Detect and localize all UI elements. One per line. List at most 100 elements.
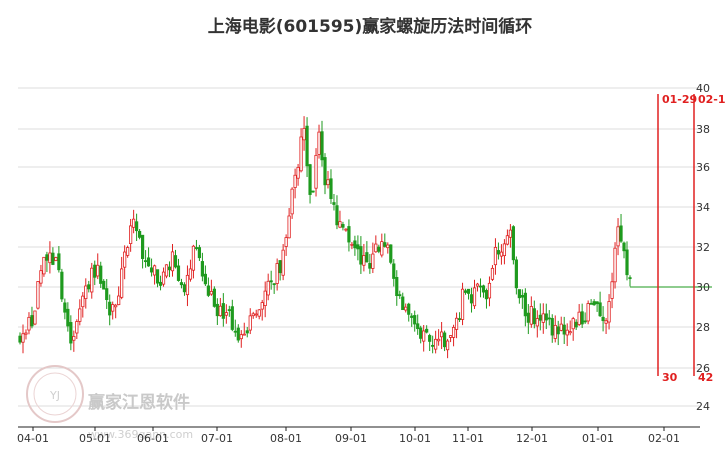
candle [610,272,614,309]
x-tick-label: 12-01 [516,432,548,445]
chart-title: 上海电影(601595)赢家螺旋历法时间循环 [208,16,533,37]
candlesticks [18,116,632,359]
candle [135,213,139,241]
candle [90,262,94,299]
candle [215,298,219,326]
candle [266,273,270,301]
x-tick-label: 05-01 [79,432,111,445]
x-tick-label: 07-01 [201,432,233,445]
candle [356,235,360,261]
candle [45,251,49,273]
x-axis: 04-01 05-01 06-01 07-01 08-01 09-01 10-01 11-01… [17,426,700,445]
candle [454,312,459,339]
candle [257,309,261,320]
candle [562,316,566,344]
candle [233,319,237,337]
candle [613,242,617,289]
candle [182,282,187,296]
candle [628,275,632,287]
svg-text:YJ: YJ [49,389,60,402]
watermark-badge: YJ [26,365,84,423]
candle [401,292,405,311]
candle [269,270,273,290]
candle [63,298,67,320]
candle [416,314,420,335]
candle [583,312,587,324]
candle [445,338,450,359]
candle [108,294,112,326]
candle [320,120,324,167]
candle [230,299,234,332]
candle [502,239,507,265]
candle [511,225,515,265]
candle [457,312,462,322]
candle [161,267,166,287]
candle [389,244,393,265]
x-tick-label: 02-01 [648,432,680,445]
candle [595,301,599,312]
candle [469,287,474,313]
candle [434,330,438,354]
candle [209,279,213,296]
candle [299,128,303,173]
candle [185,265,190,307]
candle [443,330,447,352]
candle [254,309,258,318]
candle [541,303,545,334]
candle [553,315,557,343]
candle [350,241,354,250]
candle [275,258,279,291]
candle [532,300,536,329]
candle [362,243,366,272]
candle [622,241,626,259]
candle [571,316,575,341]
candle [84,278,88,309]
candle [284,234,288,256]
candle [481,284,486,298]
candle [598,291,602,318]
candle [227,305,231,317]
candle [466,288,471,300]
candle [365,241,369,263]
candle [589,299,593,305]
candle [93,260,97,286]
candle [538,303,542,331]
candle [21,324,25,354]
candle [149,258,154,277]
candle [496,242,501,260]
candle [96,253,100,280]
cycle-date-label: 02-1 [698,93,726,106]
candle [505,229,510,246]
candle [601,306,605,332]
candle [105,279,109,309]
candle [164,264,169,279]
candle [260,299,264,321]
candle [302,116,306,151]
candle [239,330,243,348]
candle [146,247,151,267]
candle [176,258,181,282]
candle [18,332,22,345]
y-tick-label: 30 [696,281,710,294]
candle [251,311,255,319]
candle [335,195,339,230]
watermark-brand: 赢家江恩软件 [88,392,190,413]
y-tick-label: 36 [696,161,710,174]
candle [619,213,623,243]
candle [604,318,608,335]
candle [404,303,408,313]
watermark: YJ 赢家江恩软件 www.369gann.com [26,365,193,441]
candle [191,244,196,279]
candle [102,279,106,290]
cycle-date-label: 01-29 [662,93,697,106]
candle [326,171,330,189]
x-tick-label: 06-01 [137,432,169,445]
candle [236,324,240,343]
candle [440,321,444,350]
candle [42,256,46,277]
candle [428,333,432,352]
candle [170,244,175,277]
candle [347,219,351,252]
candle [523,288,527,327]
candle [206,277,210,298]
